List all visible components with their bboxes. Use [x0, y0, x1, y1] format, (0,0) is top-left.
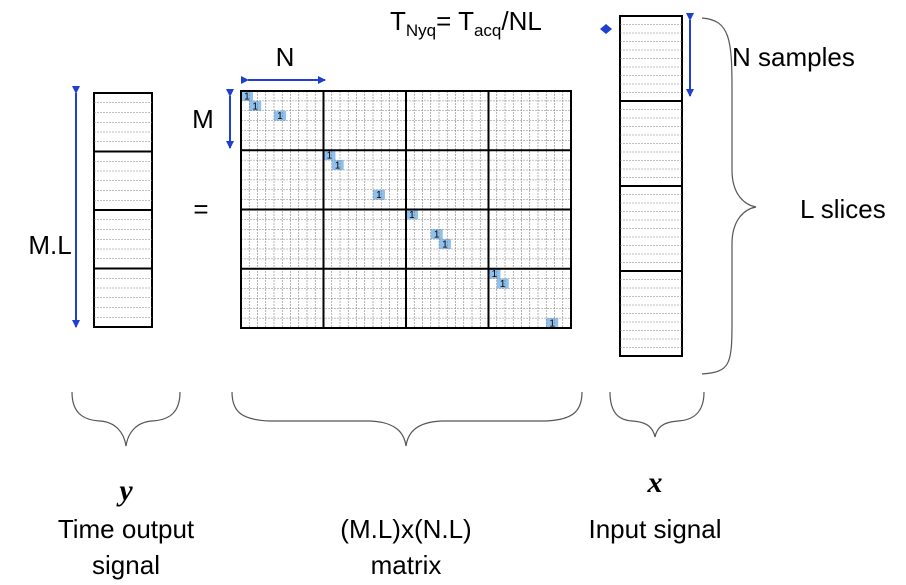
brace-l-slices: [701, 17, 757, 375]
equals-sign: =: [193, 194, 208, 224]
caption-x: Input signal: [589, 514, 722, 544]
matrix-one-cell: 1: [439, 239, 451, 251]
label-ml-left: M.L: [28, 230, 71, 260]
matrix-one-highlight: [331, 160, 344, 170]
matrix-one-highlight: [249, 100, 262, 111]
matrix-one-cell: 1: [274, 110, 286, 122]
caption-y-line2: signal: [92, 550, 160, 580]
matrix-one-cell: 1: [249, 100, 262, 112]
matrix-one-highlight: [546, 318, 559, 328]
nyquist-sub2: acq: [474, 21, 501, 40]
matrix-one-label: 1: [244, 91, 250, 102]
brace-matrix: [231, 391, 583, 447]
label-l-slices: L slices: [800, 194, 886, 224]
matrix-one-highlight: [430, 229, 443, 240]
matrix-one-highlight: [488, 268, 501, 279]
matrix-one-label: 1: [376, 190, 382, 201]
label-n-top: N: [276, 42, 295, 72]
matrix-one-label: 1: [492, 269, 498, 280]
matrix-one-highlight: [323, 150, 336, 161]
matrix-outline: [240, 90, 572, 329]
matrix-one-label: 1: [549, 319, 555, 330]
matrix-one-cell: 1: [496, 278, 509, 290]
label-m-left: M: [192, 104, 214, 134]
matrix-one-highlight: [274, 110, 286, 121]
matrix-one-highlight: [373, 189, 385, 200]
brace-y: [71, 391, 181, 447]
matrix-one-label: 1: [327, 151, 333, 162]
caption-matrix-line2: matrix: [371, 550, 442, 580]
matrix-one-label: 1: [409, 210, 415, 221]
matrix-one-highlight: [241, 91, 253, 101]
matrix-one-label: 1: [252, 101, 258, 112]
matrix-one-label: 1: [500, 279, 506, 290]
matrix-one-highlight: [496, 278, 509, 289]
nyquist-formula: TNyq= Tacq/NL: [390, 6, 542, 40]
matrix-one-cell: 1: [406, 209, 418, 221]
nyquist-sub1: Nyq: [406, 21, 436, 40]
matrix-one-cell: 1: [331, 160, 344, 172]
matrix-one-cell: 1: [241, 91, 253, 102]
matrix-one-label: 1: [442, 240, 448, 251]
label-n-samples: N samples: [732, 42, 855, 72]
nyquist-diamond: [600, 24, 612, 34]
nyquist-mid: = T: [436, 6, 474, 36]
caption-y-line1: Time output: [58, 514, 195, 544]
matrix-one-highlight: [406, 209, 418, 220]
symbol-y: y: [116, 474, 133, 507]
brace-x: [609, 391, 705, 438]
matrix-one-cell: 1: [373, 189, 385, 201]
caption-matrix-line1: (M.L)x(N.L): [340, 514, 471, 544]
matrix-one-label: 1: [335, 161, 341, 172]
nyquist-prefix: T: [390, 6, 406, 36]
nyquist-suffix: /NL: [501, 6, 541, 36]
matrix-one-cell: 1: [546, 318, 559, 330]
matrix-one-cell: 1: [488, 268, 501, 280]
matrix-one-label: 1: [277, 111, 283, 122]
matrix-one-cell: 1: [323, 150, 336, 162]
input-vector-x: [619, 15, 683, 357]
output-vector-y: [93, 92, 153, 328]
matrix-one-label: 1: [434, 230, 440, 241]
symbol-x: x: [647, 466, 663, 499]
matrix-one-cell: 1: [430, 229, 443, 241]
matrix-one-highlight: [439, 239, 451, 249]
